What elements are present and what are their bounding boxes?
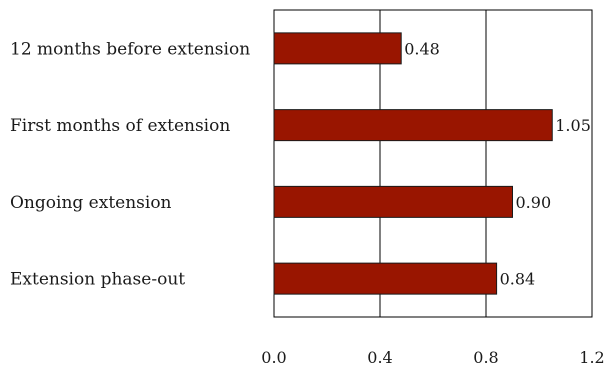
x-tick-label-3: 1.2	[579, 348, 604, 367]
category-label-3: Extension phase-out	[10, 270, 185, 290]
category-label-0: 12 months before extension	[10, 39, 250, 59]
bar-1	[273, 109, 553, 142]
bar-3	[273, 262, 498, 295]
x-tick-label-1: 0.4	[367, 348, 392, 367]
category-label-2: Ongoing extension	[10, 193, 172, 213]
tick-layer: 0.0 0.4 0.8 1.2	[261, 348, 604, 367]
bar-layer	[273, 32, 553, 295]
value-label-1: 1.05	[555, 116, 591, 135]
bar-0	[273, 32, 402, 65]
value-label-0: 0.48	[404, 39, 440, 58]
value-label-2: 0.90	[516, 193, 552, 212]
bar-2	[273, 185, 513, 218]
x-tick-label-2: 0.8	[473, 348, 498, 367]
x-tick-label-0: 0.0	[261, 348, 286, 367]
category-label-1: First months of extension	[10, 116, 230, 136]
plot-frame	[273, 9, 593, 318]
value-label-3: 0.84	[500, 270, 536, 289]
label-layer: 12 months before extension 0.48 First mont…	[10, 39, 591, 289]
